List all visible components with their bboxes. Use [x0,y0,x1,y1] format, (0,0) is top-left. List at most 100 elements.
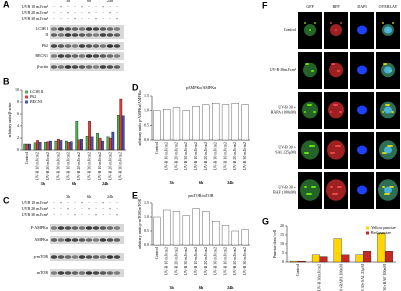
legend-label: LC3B II [30,89,44,94]
blot-band [64,255,72,259]
sign: + [109,206,112,211]
y-tick-label: 15 [280,232,284,237]
x-tick-label: UV-B 10 mJ/cm2 [164,142,169,170]
blot-band [92,271,100,275]
sign: - [81,212,83,217]
blot-band [64,65,72,69]
blot-band [64,54,72,58]
sign: - [116,206,118,211]
x-tick-label: UV-B 30 mJ/cm2 [183,142,188,170]
puncta [309,29,311,31]
puncta [384,193,386,195]
x-tick-label: UV-B 30 mJ/cm2 [118,152,123,180]
blot-band [85,44,93,48]
band-label: P-AMPKα [31,225,48,230]
blot-band [85,33,93,37]
x-tick-label: UV-B 20 mJ/cm2 [232,142,237,170]
bar [290,260,299,263]
band-label: BECN1 [35,53,48,58]
blot-band [78,27,86,31]
row-label: SAL (25μM) [275,149,296,154]
bar [384,251,393,263]
blot-band [99,255,107,259]
sign: - [81,16,83,21]
column-header: GFP [306,4,314,9]
row-label: Control [284,27,297,32]
sign: + [116,16,119,21]
blot-band [106,226,114,230]
blot-band [71,271,79,275]
sign: - [81,10,83,15]
puncta [330,22,332,24]
cell-signal [327,140,345,160]
sign: - [60,10,62,15]
puncta [307,104,309,106]
blot-band [57,54,65,58]
blot-band [92,54,100,58]
nucleus [384,186,392,194]
column-header: OVERLAY [379,4,398,9]
x-tick-label: UV-B 10 mJ/cm2 [222,142,227,170]
blot-band [64,27,72,31]
bar [212,221,220,246]
blot-band [78,238,86,242]
sign: + [74,16,77,21]
puncta [330,111,332,113]
cell-signal [302,101,318,119]
bar [80,139,83,151]
x-tick-label: UV-B 20 mJ/cm2 [173,142,178,170]
bar [46,141,50,151]
bar [163,209,171,246]
group-label: 24h [227,180,234,185]
blot-band [64,271,72,275]
sign: - [95,206,97,211]
bar [121,115,125,151]
blot-band [71,54,79,58]
blot-band [85,54,93,58]
blot-band [64,44,72,48]
blot-band [106,238,114,242]
row-label: UV-B 30 + [278,144,296,149]
y-tick-label: 6 [17,111,19,116]
blot-band [106,27,114,31]
treatment-label: UVB 30 mJ/cm² [22,16,49,21]
bar [119,98,123,151]
bar [153,110,161,141]
x-tick-label: UV-B 20 mJ/cm2 [232,247,237,275]
sign: - [67,212,69,217]
row-label: UV-B 30 + [278,184,296,189]
blot-band [85,238,93,242]
panel-label: C [3,195,10,205]
bar [212,103,220,141]
sign: - [53,4,55,9]
bar [192,208,200,246]
blot-band [78,226,86,230]
blot-band [57,226,65,230]
x-tick-label: UV-B 30 mJ/cm2 [87,152,92,180]
bar [333,238,342,263]
sign: - [109,4,111,9]
panel-label: D [132,82,139,92]
puncta [305,63,307,65]
x-tick-label: Control [154,246,159,259]
blot-band [57,44,65,48]
blot-band [71,65,79,69]
blot-band [85,226,93,230]
bar [241,104,249,141]
blot-band [113,255,121,259]
puncta [392,22,394,24]
sign: - [95,200,97,205]
row-label: UV-B 30mJ/cm² [270,67,297,72]
group-label: 24h [227,285,234,290]
blot-band [50,65,58,69]
blot-band [113,65,121,69]
nucleus [357,65,367,75]
blot-band [78,44,86,48]
blot-band [113,226,121,230]
x-tick-label: UV-B 30+BAF 100nM [382,264,387,291]
bar [202,104,210,141]
blot-band [50,44,58,48]
sign: - [74,206,76,211]
puncta [306,193,308,195]
panel-label: B [3,76,10,86]
